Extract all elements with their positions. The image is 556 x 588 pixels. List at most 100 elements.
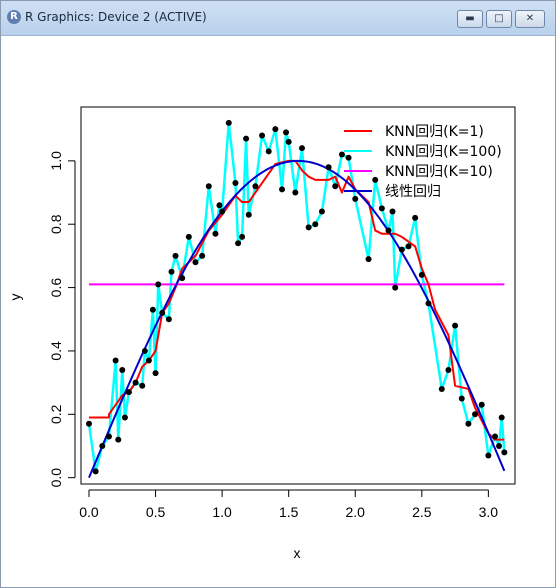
x-tick-label: 0.0: [79, 504, 99, 520]
y-tick-label: 1.0: [48, 151, 64, 171]
data-point: [365, 256, 372, 263]
data-point: [412, 214, 419, 221]
data-point: [501, 449, 508, 456]
data-point: [152, 370, 159, 377]
data-point: [219, 208, 226, 215]
close-button[interactable]: ✕: [515, 10, 545, 28]
y-tick-label: 0.2: [48, 404, 64, 424]
plot-frame: [80, 106, 516, 485]
data-point: [318, 208, 325, 215]
data-point: [265, 148, 272, 155]
data-point: [352, 195, 359, 202]
x-axis: 0.0 0.5 1.0 1.5 2.0 2.5 3.0: [79, 489, 499, 520]
data-point: [392, 284, 399, 291]
x-axis-label: x: [294, 545, 301, 561]
data-point: [149, 306, 156, 313]
data-point: [115, 436, 122, 443]
data-point: [132, 379, 139, 386]
data-point: [168, 268, 175, 275]
y-tick-label: 0.8: [48, 214, 64, 234]
y-axis-label: y: [7, 294, 23, 301]
data-point: [438, 385, 445, 392]
data-point: [425, 300, 432, 307]
data-point: [139, 382, 146, 389]
x-tick-label: 0.5: [146, 504, 166, 520]
legend-label: 线性回归: [385, 183, 441, 200]
data-point: [405, 243, 412, 250]
data-point: [498, 414, 505, 421]
data-point: [252, 183, 259, 190]
data-point: [378, 205, 385, 212]
data-point: [245, 211, 252, 218]
data-point: [452, 322, 459, 329]
y-tick-label: 0.4: [48, 341, 64, 361]
data-point: [125, 389, 132, 396]
data-point: [298, 145, 305, 152]
data-point: [465, 420, 472, 427]
data-point: [179, 275, 186, 282]
data-point: [279, 186, 286, 193]
data-point: [155, 281, 162, 288]
data-point: [112, 357, 119, 364]
data-point: [119, 366, 126, 373]
data-point: [305, 224, 312, 231]
maximize-icon: □: [494, 13, 504, 24]
data-point: [243, 135, 250, 142]
data-point: [121, 414, 128, 421]
data-point: [239, 233, 246, 240]
y-tick-label: 0.0: [48, 468, 64, 488]
x-tick-label: 1.5: [279, 504, 299, 520]
data-point: [325, 164, 332, 171]
data-point: [492, 433, 499, 440]
data-point: [418, 271, 425, 278]
minimize-icon: ▬: [465, 13, 475, 24]
x-tick-label: 1.0: [212, 504, 232, 520]
data-point: [345, 154, 352, 161]
data-point: [159, 309, 166, 316]
close-icon: ✕: [525, 13, 535, 24]
legend-label: KNN回归(K=10): [385, 163, 493, 180]
series-knn-k1: [88, 159, 505, 441]
data-point: [85, 420, 92, 427]
data-point: [472, 411, 479, 418]
data-point: [389, 208, 396, 215]
data-point: [185, 233, 192, 240]
r-logo-icon: R: [7, 10, 21, 24]
data-point: [285, 138, 292, 145]
x-tick-label: 2.0: [346, 504, 366, 520]
legend-label: KNN回归(K=100): [385, 143, 502, 160]
data-point: [105, 433, 112, 440]
data-point: [165, 316, 172, 323]
legend-label: KNN回归(K=1): [385, 123, 484, 140]
maximize-button[interactable]: □: [486, 10, 512, 28]
data-point: [235, 240, 242, 247]
data-point: [458, 395, 465, 402]
data-point: [292, 189, 299, 196]
title-bar[interactable]: R R Graphics: Device 2 (ACTIVE) ▬ □ ✕: [1, 1, 555, 36]
data-point: [485, 452, 492, 459]
data-point: [205, 183, 212, 190]
data-point: [212, 230, 219, 237]
data-point: [283, 129, 290, 136]
data-point: [338, 151, 345, 158]
data-point: [496, 442, 503, 449]
data-point: [398, 246, 405, 253]
legend: KNN回归(K=1) KNN回归(K=100) KNN回归(K=10) 线性回归: [344, 123, 502, 200]
x-tick-label: 3.0: [479, 504, 499, 520]
data-point: [145, 357, 152, 364]
data-point: [312, 221, 319, 228]
data-point: [141, 347, 148, 354]
y-tick-label: 0.6: [48, 278, 64, 298]
data-point: [216, 202, 223, 209]
data-point: [232, 180, 239, 187]
data-point: [272, 126, 279, 133]
data-point: [445, 366, 452, 373]
data-point: [385, 227, 392, 234]
data-point: [332, 183, 339, 190]
data-point: [99, 442, 106, 449]
minimize-button[interactable]: ▬: [457, 10, 483, 28]
y-axis: 0.0 0.2 0.4 0.6 0.8 1.0: [48, 151, 76, 488]
data-point: [478, 401, 485, 408]
data-point: [372, 176, 379, 183]
